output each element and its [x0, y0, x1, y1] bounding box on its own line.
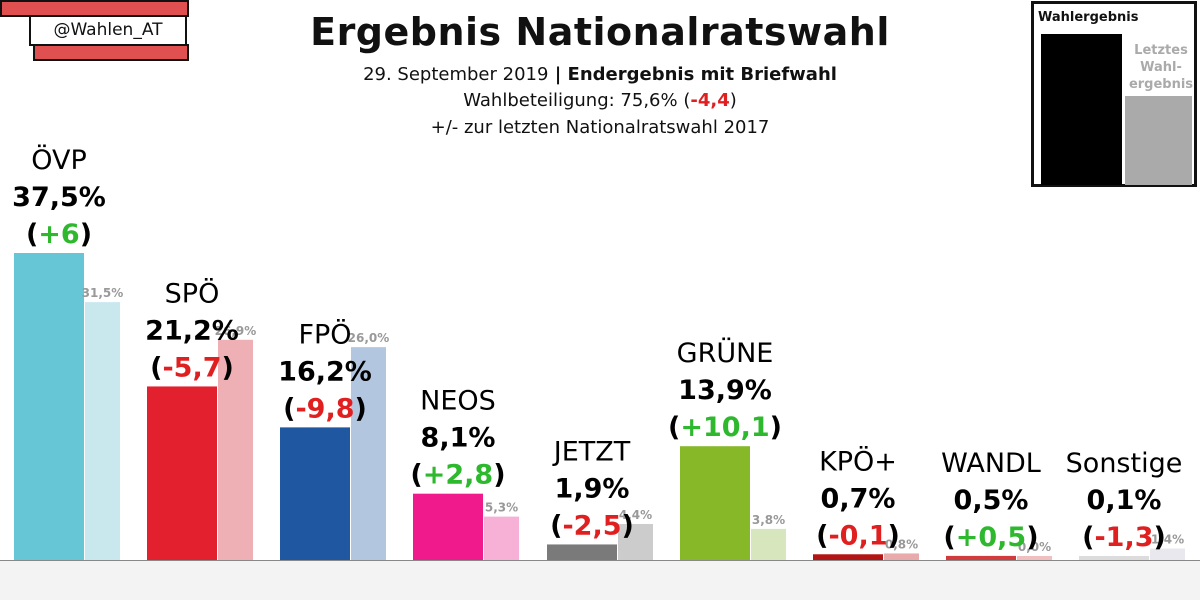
- party-name: FPÖ: [298, 318, 351, 350]
- election-date: 29. September 2019: [363, 64, 549, 85]
- comparison-note: +/- zur letzten Nationalratswahl 2017: [430, 117, 770, 138]
- change-label: (+10,1): [668, 412, 782, 443]
- turnout-label: Wahlbeteiligung: 75,6% (: [463, 90, 691, 111]
- previous-value-label: 4,4%: [619, 508, 652, 522]
- bar-current: [147, 386, 217, 560]
- turnout-change: -4,4: [690, 90, 730, 111]
- current-value-label: 8,1%: [421, 423, 496, 454]
- previous-value-label: 3,8%: [752, 513, 785, 527]
- party-name: WANDL: [941, 448, 1041, 479]
- party-name: KPÖ+: [819, 445, 897, 477]
- current-value-label: 16,2%: [278, 356, 372, 387]
- change-label: (-0,1): [816, 520, 900, 551]
- bar-previous: [85, 302, 120, 560]
- bar-current: [413, 493, 483, 560]
- current-value-label: 0,5%: [954, 485, 1029, 516]
- legend-previous-label-line: Letztes: [1134, 43, 1188, 58]
- result-status: Endergebnis mit Briefwahl: [567, 64, 837, 85]
- bar-current: [547, 544, 617, 560]
- previous-value-label: 31,5%: [82, 286, 124, 300]
- change-label: (+0,5): [943, 522, 1038, 553]
- subtitle-date-line: 29. September 2019 | Endergebnis mit Bri…: [250, 64, 950, 85]
- previous-value-label: 26,0%: [348, 331, 390, 345]
- twitter-handle: @Wahlen_AT: [29, 15, 187, 46]
- bar-current: [946, 555, 1016, 560]
- page-title: Ergebnis Nationalratswahl: [310, 10, 890, 54]
- chart-baseline: [0, 560, 1200, 600]
- current-value-label: 21,2%: [145, 315, 239, 346]
- change-label: (-9,8): [283, 393, 367, 424]
- party-name: ÖVP: [31, 144, 87, 176]
- bar-current: [14, 253, 84, 560]
- current-value-label: 0,1%: [1087, 485, 1162, 516]
- turnout-close: ): [729, 90, 737, 111]
- legend-current-swatch: [1041, 34, 1122, 185]
- bar-current: [280, 427, 350, 560]
- previous-value-label: 0,0%: [1018, 540, 1051, 554]
- bar-previous: [618, 523, 653, 560]
- bar-previous: [484, 516, 519, 560]
- legend-previous-label-line: ergebnis: [1128, 77, 1194, 92]
- current-value-label: 37,5%: [12, 182, 106, 213]
- party-name: NEOS: [420, 386, 496, 417]
- bar-previous: [751, 528, 786, 560]
- change-label: (-1,3): [1082, 522, 1166, 553]
- legend-previous-swatch: [1125, 96, 1192, 185]
- bar-current: [813, 554, 883, 560]
- change-label: (+2,8): [410, 460, 505, 491]
- bar-current: [1079, 556, 1149, 560]
- previous-value-label: 1,4%: [1151, 533, 1184, 547]
- party-name: JETZT: [552, 436, 631, 467]
- party-name: GRÜNE: [677, 337, 774, 369]
- legend-box: Wahlergebnis Letztes Wahl- ergebnis: [1031, 1, 1197, 187]
- previous-value-label: 26,9%: [215, 324, 257, 338]
- change-label: (-2,5): [550, 510, 634, 541]
- bar-current: [680, 446, 750, 560]
- current-value-label: 13,9%: [678, 375, 772, 406]
- bar-previous: [351, 347, 386, 560]
- current-value-label: 0,7%: [821, 483, 896, 514]
- previous-value-label: 0,8%: [885, 537, 918, 551]
- change-label: (+6): [26, 219, 92, 250]
- bar-previous: [884, 553, 919, 560]
- party-name: Sonstige: [1066, 448, 1183, 479]
- party-name: SPÖ: [165, 277, 220, 309]
- turnout-line: Wahlbeteiligung: 75,6% (-4,4): [250, 90, 950, 111]
- subtitle-separator: |: [548, 64, 568, 85]
- legend-previous-label-line: Wahl-: [1140, 60, 1182, 75]
- bar-previous: [1150, 548, 1185, 560]
- legend-current-label: Wahlergebnis: [1038, 10, 1139, 25]
- change-label: (-5,7): [150, 352, 234, 383]
- legend-previous-label: Letztes Wahl- ergebnis: [1128, 42, 1194, 93]
- current-value-label: 1,9%: [555, 473, 630, 504]
- bar-previous: [218, 339, 253, 560]
- previous-value-label: 5,3%: [485, 501, 518, 515]
- bar-previous: [1017, 556, 1052, 560]
